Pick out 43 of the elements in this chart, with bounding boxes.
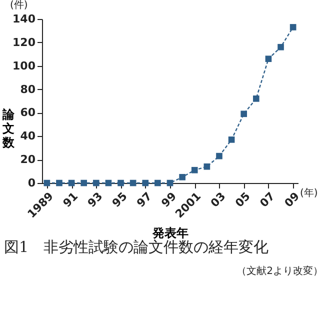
y-tick-label: 100 — [12, 59, 36, 72]
text: (年) — [300, 188, 318, 199]
point — [240, 110, 248, 118]
point — [265, 56, 272, 62]
point — [92, 180, 100, 186]
point — [252, 95, 260, 102]
y-tick-label: 0 — [28, 176, 36, 190]
y-tick-label: 80 — [20, 82, 36, 96]
point — [216, 152, 222, 160]
x-tick-label: 05 — [232, 190, 253, 210]
point — [105, 180, 112, 186]
y-tick-label: 20 — [20, 153, 36, 166]
point — [204, 163, 210, 170]
point — [166, 180, 174, 186]
point — [118, 180, 124, 186]
y-tick-label: 60 — [20, 106, 36, 120]
point — [130, 180, 136, 186]
point — [142, 180, 149, 186]
point — [44, 180, 50, 186]
point — [290, 24, 296, 30]
y-tick-label: 120 — [12, 36, 36, 49]
point — [191, 166, 198, 174]
x-tick-label: 07 — [257, 190, 278, 210]
point — [179, 174, 186, 180]
point — [68, 180, 75, 186]
point — [278, 44, 284, 50]
point — [228, 136, 235, 143]
y-tick-label: 140 — [12, 12, 36, 26]
text: 図1 非劣性試験の論文件数の経年変化 — [4, 238, 269, 257]
text: （文献2より改変） — [236, 266, 323, 277]
x-tick-label: 91 — [60, 190, 81, 210]
x-tick-label: 93 — [85, 190, 106, 210]
x-axis-title: 発表年 — [152, 226, 188, 240]
point — [154, 180, 161, 186]
y-tick-label: 40 — [20, 130, 36, 143]
text: (件) — [10, 0, 28, 11]
x-tick-label: 03 — [208, 190, 228, 210]
x-tick-label: 99 — [158, 190, 179, 210]
x-tick-label: 97 — [134, 190, 154, 210]
x-tick-label: 95 — [110, 190, 130, 210]
y-axis-title: 論文数 — [2, 108, 16, 150]
point — [56, 180, 62, 186]
point — [80, 180, 88, 186]
